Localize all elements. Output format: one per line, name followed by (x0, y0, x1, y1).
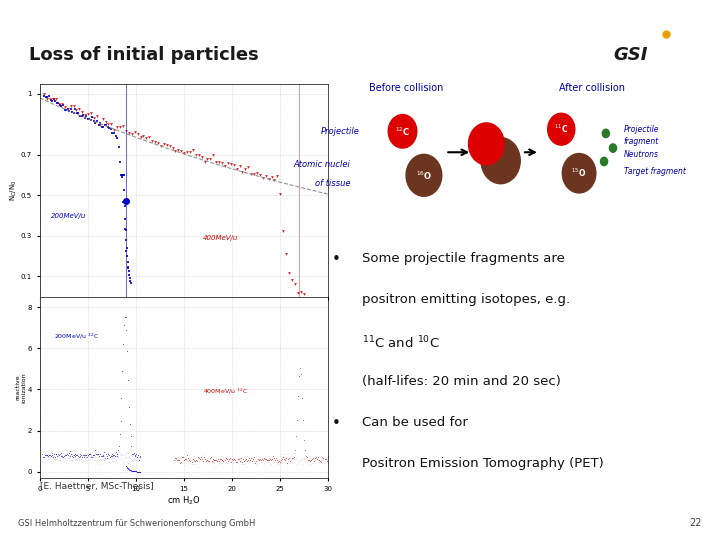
Text: Projectile: Projectile (321, 127, 360, 136)
Text: 200MeV/u: 200MeV/u (51, 213, 86, 219)
Text: Loss of initial particles: Loss of initial particles (29, 46, 258, 64)
Text: $^{12}$C: $^{12}$C (395, 125, 410, 138)
Text: $^{11}$C: $^{11}$C (554, 123, 568, 136)
Circle shape (481, 138, 521, 184)
Circle shape (406, 154, 442, 196)
Text: Atomic nuclei: Atomic nuclei (294, 160, 351, 170)
Text: Can be used for: Can be used for (362, 416, 468, 429)
Text: (half-lifes: 20 min and 20 sec): (half-lifes: 20 min and 20 sec) (362, 375, 561, 388)
Text: GSI: GSI (613, 45, 648, 64)
Text: Positron Emission Tomography (PET): Positron Emission Tomography (PET) (362, 457, 604, 470)
Circle shape (469, 123, 504, 165)
Text: $^{15}$O: $^{15}$O (572, 167, 587, 179)
Text: 400MeV/u $^{12}$C: 400MeV/u $^{12}$C (203, 387, 248, 396)
Text: Neutrons: Neutrons (624, 150, 659, 159)
Text: •: • (331, 416, 341, 431)
Y-axis label: N$_C$/N$_0$: N$_C$/N$_0$ (9, 179, 19, 201)
Circle shape (609, 144, 616, 152)
Text: fragment: fragment (624, 137, 659, 146)
Text: 200MeV/u $^{12}$C: 200MeV/u $^{12}$C (54, 332, 99, 341)
Text: Projectile: Projectile (624, 125, 660, 134)
Text: After collision: After collision (559, 84, 624, 93)
Text: Before collision: Before collision (369, 84, 444, 93)
Text: Target fragment: Target fragment (624, 167, 685, 176)
Y-axis label: reactive
ionization: reactive ionization (15, 372, 26, 403)
Text: •: • (331, 252, 341, 267)
X-axis label: cm H$_2$O: cm H$_2$O (166, 494, 201, 507)
Text: Some projectile fragments are: Some projectile fragments are (362, 252, 565, 265)
Text: 22: 22 (690, 518, 702, 528)
Text: 400MeV/u: 400MeV/u (203, 235, 238, 241)
Circle shape (562, 153, 596, 193)
Text: $^{16}$O: $^{16}$O (415, 169, 432, 181)
Text: $^{11}$C and $^{10}$C: $^{11}$C and $^{10}$C (362, 334, 440, 351)
Circle shape (548, 113, 575, 145)
Circle shape (600, 157, 608, 166)
Text: positron emitting isotopes, e.g.: positron emitting isotopes, e.g. (362, 293, 570, 306)
Circle shape (388, 114, 417, 148)
Circle shape (602, 129, 609, 138)
Text: of tissue: of tissue (315, 179, 351, 188)
Text: GSI Helmholtzzentrum für Schwerionenforschung GmbH: GSI Helmholtzzentrum für Schwerionenfors… (18, 518, 256, 528)
Text: [E. Haettner, MSc-Thesis]: [E. Haettner, MSc-Thesis] (40, 482, 153, 491)
